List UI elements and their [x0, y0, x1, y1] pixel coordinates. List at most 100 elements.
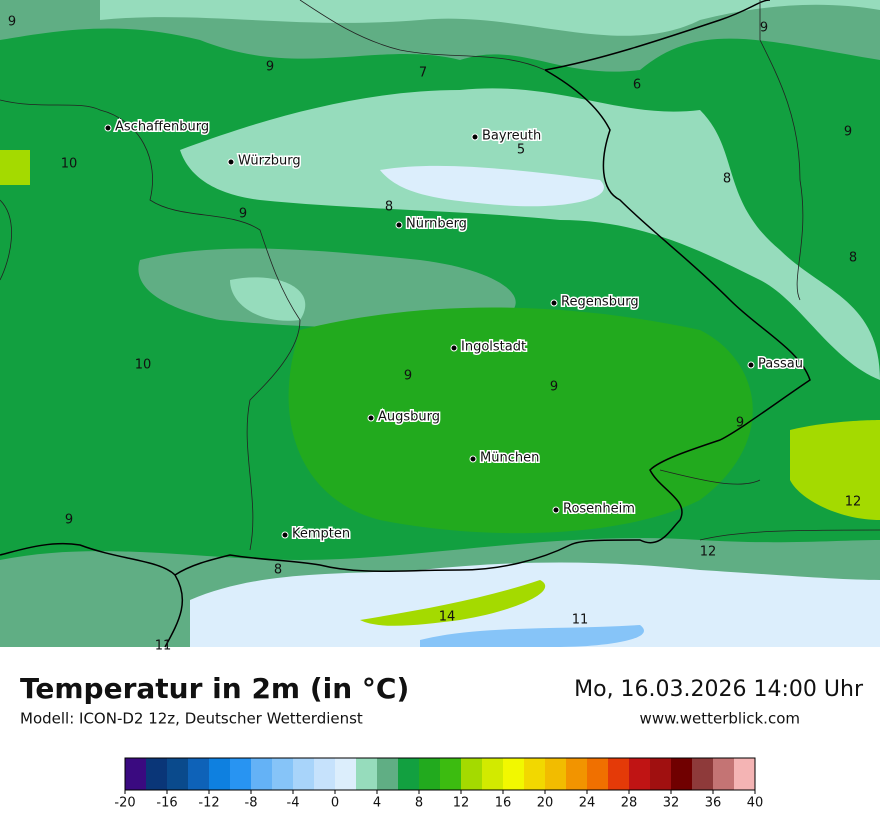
temperature-label: 9	[239, 207, 247, 222]
temperature-label: 9	[404, 369, 412, 384]
city-dot	[281, 531, 289, 539]
colorbar-swatch	[419, 758, 440, 790]
colorbar-swatch	[356, 758, 377, 790]
city-name: Ingolstadt	[461, 340, 526, 355]
colorbar-swatch	[503, 758, 524, 790]
temperature-label: 10	[135, 358, 152, 373]
city-name: Passau	[758, 357, 803, 372]
colorbar-swatch	[293, 758, 314, 790]
colorbar-swatch	[398, 758, 419, 790]
colorbar-tick-label: -12	[198, 796, 219, 811]
map-zone	[180, 88, 880, 381]
map	[0, 0, 880, 648]
colorbar-tick-label: 24	[579, 796, 596, 811]
map-zone	[420, 625, 644, 647]
temperature-label: 10	[61, 157, 78, 172]
colorbar-swatch	[440, 758, 461, 790]
temperature-label: 12	[700, 545, 717, 560]
temperature-label: 8	[723, 172, 731, 187]
map-zone	[100, 0, 880, 36]
temperature-label: 9	[760, 21, 768, 36]
city-dot	[471, 133, 479, 141]
colorbar-tick-label: -20	[114, 796, 135, 811]
colorbar-swatch	[629, 758, 650, 790]
city-dot	[550, 299, 558, 307]
temperature-label: 9	[8, 15, 16, 30]
city-name: Rosenheim	[563, 502, 635, 517]
colorbar-swatch	[272, 758, 293, 790]
datetime: Mo, 16.03.2026 14:00 Uhr	[574, 677, 864, 702]
colorbar-tick-label: 40	[747, 796, 764, 811]
temperature-label: 14	[439, 610, 456, 625]
colorbar-swatch	[692, 758, 713, 790]
colorbar-swatch	[608, 758, 629, 790]
borders	[0, 0, 811, 648]
colorbar: -20 -16 -12 -8 -4 0 4 8 12 16 20 24 28 32 36 40	[114, 757, 764, 811]
temperature-label: 11	[572, 613, 589, 628]
colorbar-swatch	[125, 758, 146, 790]
map-zone	[230, 277, 306, 321]
temperature-label: 8	[849, 251, 857, 266]
colorbar-tick-label: 28	[621, 796, 638, 811]
city-dot	[395, 221, 403, 229]
temperature-label: 9	[65, 513, 73, 528]
colorbar-swatch	[587, 758, 608, 790]
label-layer: 9 9 7 6 9 9 5 10 8 9 8 8 10 9 9 9 9 12 12 8 14 11 11	[8, 15, 861, 654]
city-name: Nürnberg	[406, 217, 467, 232]
colorbar-swatch	[482, 758, 503, 790]
colorbar-swatch	[167, 758, 188, 790]
colorbar-tick-label: 16	[495, 796, 512, 811]
colorbar-tick-label: -4	[287, 796, 300, 811]
colorbar-swatch	[335, 758, 356, 790]
map-zone	[288, 307, 753, 534]
city-dot	[450, 344, 458, 352]
city-name: Bayreuth	[482, 129, 541, 144]
city-name: Aschaffenburg	[115, 120, 209, 135]
colorbar-swatch	[230, 758, 251, 790]
colorbar-tick-label: 12	[453, 796, 470, 811]
temperature-label: 7	[419, 66, 427, 81]
city-dot	[367, 414, 375, 422]
colorbar-swatch	[251, 758, 272, 790]
website: www.wetterblick.com	[640, 710, 800, 728]
colorbar-swatch	[461, 758, 482, 790]
city-dot	[104, 124, 112, 132]
map-zone	[360, 580, 546, 626]
colorbar-swatch	[188, 758, 209, 790]
colorbar-tick-label: 20	[537, 796, 554, 811]
temperature-label: 9	[736, 416, 744, 431]
map-zone	[190, 562, 880, 647]
colorbar-tick-label: 0	[331, 796, 339, 811]
colorbar-swatch	[545, 758, 566, 790]
temperature-label: 6	[633, 78, 641, 93]
city-name: Regensburg	[561, 295, 639, 310]
city-name: Kempten	[292, 527, 350, 542]
colorbar-tick-label: -8	[245, 796, 258, 811]
colorbar-swatch	[566, 758, 587, 790]
city-name: München	[480, 451, 539, 466]
city-dot	[227, 158, 235, 166]
colorbar-swatch	[314, 758, 335, 790]
city-dot	[552, 506, 560, 514]
city-dot	[469, 455, 477, 463]
temperature-label: 9	[266, 60, 274, 75]
map-zone	[380, 165, 604, 207]
city-name: Augsburg	[378, 410, 440, 425]
colorbar-swatch	[146, 758, 167, 790]
map-zone	[790, 420, 880, 520]
colorbar-tick-label: 36	[705, 796, 722, 811]
colorbar-frame	[124, 757, 756, 791]
colorbar-tick-label: -16	[156, 796, 177, 811]
colorbar-swatch	[671, 758, 692, 790]
colorbar-swatch	[377, 758, 398, 790]
colorbar-swatch	[713, 758, 734, 790]
colorbar-swatch	[524, 758, 545, 790]
colorbar-tick-label: 32	[663, 796, 680, 811]
city-layer: Aschaffenburg Würzburg Bayreuth Nürnberg Reg…	[104, 118, 804, 543]
city-dot	[747, 361, 755, 369]
temperature-label: 8	[385, 200, 393, 215]
temperature-label: 5	[517, 143, 525, 158]
map-zone	[138, 248, 516, 328]
subtitle: Modell: ICON-D2 12z, Deutscher Wetterdie…	[20, 710, 363, 728]
